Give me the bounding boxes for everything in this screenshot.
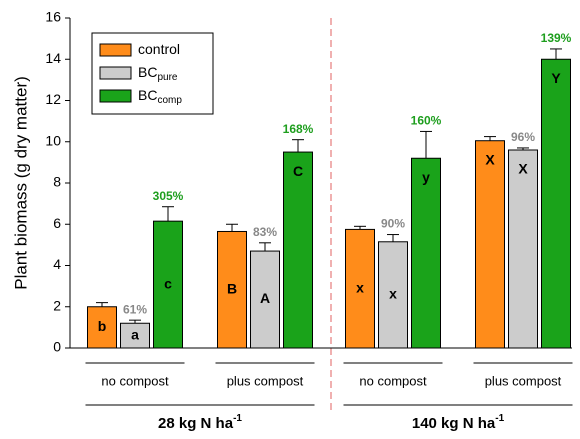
bar-letter: y	[422, 169, 430, 185]
percent-label: 90%	[381, 217, 405, 231]
bar-letter: Y	[551, 70, 561, 86]
y-tick-label: 8	[53, 174, 61, 190]
percent-label: 83%	[253, 225, 277, 239]
legend-name: control	[138, 41, 180, 57]
bar	[87, 306, 117, 349]
bar	[508, 149, 538, 349]
bar	[345, 228, 375, 349]
percent-label: 61%	[123, 302, 147, 316]
super-group-text: 28 kg N ha	[158, 415, 234, 432]
bar-letter: A	[260, 290, 270, 306]
bar-letter: x	[389, 286, 397, 302]
super-group-superscript: -1	[495, 413, 504, 424]
bar	[250, 250, 280, 349]
super-group-superscript: -1	[233, 413, 242, 424]
bar	[378, 241, 408, 349]
super-group-label: 28 kg N ha-1	[158, 413, 242, 432]
bar	[411, 157, 441, 349]
legend-swatch	[99, 43, 132, 57]
y-tick-label: 0	[53, 339, 61, 355]
super-group-text: 140 kg N ha	[412, 415, 496, 432]
bar-letter: X	[518, 161, 528, 177]
legend-label: BCpure	[138, 64, 178, 83]
percent-label: 305%	[153, 189, 184, 203]
bar-letter: B	[227, 280, 237, 296]
percent-label: 160%	[411, 114, 442, 128]
legend-label: control	[138, 41, 180, 57]
percent-label: 96%	[511, 130, 535, 144]
bar-letter: b	[98, 318, 107, 334]
bar-letter: C	[293, 163, 303, 179]
legend-subscript: comp	[157, 95, 182, 106]
y-tick-label: 4	[53, 256, 61, 272]
y-tick-label: 10	[45, 132, 61, 148]
bar-letter: X	[485, 151, 495, 167]
y-tick-label: 6	[53, 215, 61, 231]
legend-name: BC	[138, 64, 157, 80]
legend-name: BC	[138, 87, 157, 103]
bar	[475, 140, 505, 349]
bar-letter: x	[356, 279, 364, 295]
y-tick-label: 16	[45, 9, 61, 25]
percent-label: 168%	[283, 122, 314, 136]
bar	[120, 322, 150, 349]
y-tick-label: 14	[45, 50, 61, 66]
bar-letter: c	[164, 275, 172, 291]
percent-label: 139%	[541, 31, 572, 45]
y-axis-label: Plant biomass (g dry matter)	[11, 76, 30, 290]
x-tick-label: plus compost	[485, 373, 562, 388]
legend-swatch	[99, 66, 132, 80]
x-tick-label: plus compost	[227, 373, 304, 388]
super-group-label: 140 kg N ha-1	[412, 413, 505, 432]
bar-letter: a	[131, 326, 139, 342]
bar	[541, 58, 571, 349]
bar	[283, 151, 313, 349]
x-tick-label: no compost	[359, 373, 427, 388]
legend-label: BCcomp	[138, 87, 182, 106]
y-tick-label: 2	[53, 297, 61, 313]
legend-swatch	[99, 89, 132, 103]
y-tick-label: 12	[45, 91, 61, 107]
x-tick-label: no compost	[101, 373, 169, 388]
legend-subscript: pure	[157, 72, 177, 83]
bar	[217, 230, 247, 349]
bar	[153, 220, 183, 349]
